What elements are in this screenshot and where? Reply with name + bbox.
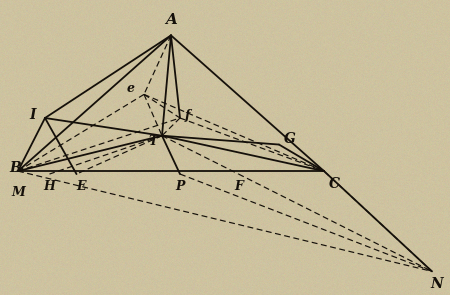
Text: I: I [30,108,36,122]
Text: N: N [430,277,443,291]
Text: A: A [165,13,177,27]
Text: C: C [328,177,339,191]
Text: f: f [184,109,190,122]
Text: M: M [11,186,25,199]
Text: e: e [127,82,135,95]
Text: P: P [176,180,184,193]
Text: T: T [148,135,158,148]
Text: E: E [76,180,86,193]
Text: H: H [44,180,55,193]
Text: F: F [234,180,243,193]
Text: G: G [284,132,295,146]
Text: B: B [9,161,21,175]
